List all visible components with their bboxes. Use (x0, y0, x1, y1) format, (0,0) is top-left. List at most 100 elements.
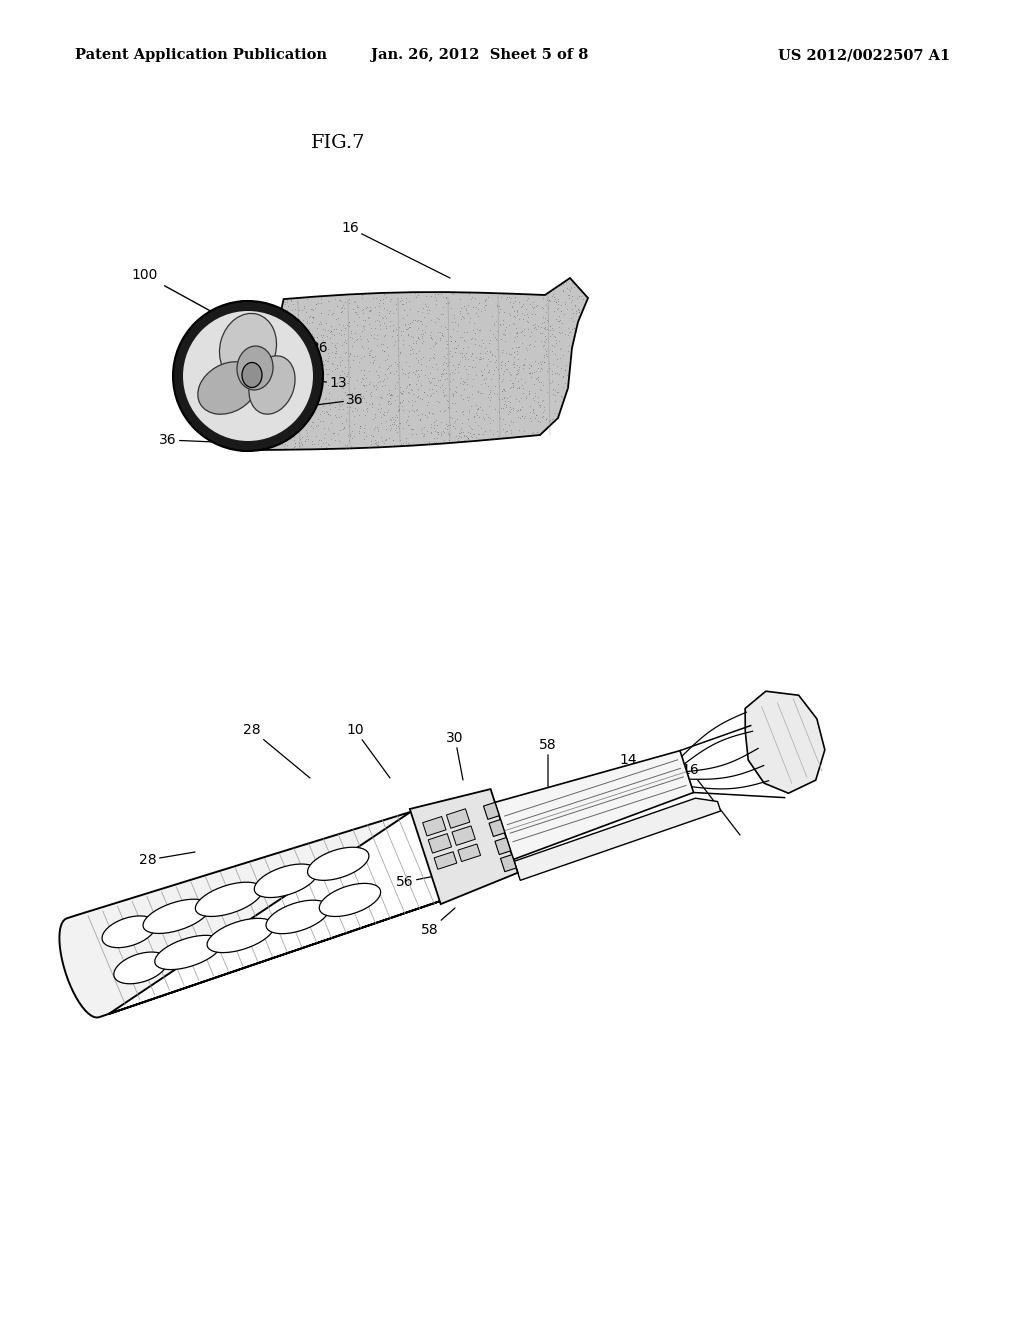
Point (506, 341, 522, 362)
Point (231, 341, 248, 362)
Point (489, 358, 506, 379)
Point (294, 300, 310, 321)
Point (507, 306, 523, 327)
Point (509, 321, 525, 342)
Point (321, 359, 337, 380)
Point (414, 326, 430, 347)
Point (537, 315, 553, 337)
Point (452, 289, 468, 310)
Point (348, 329, 365, 350)
Point (426, 375, 442, 396)
Point (371, 304, 387, 325)
Point (386, 434, 402, 455)
Point (216, 304, 232, 325)
Point (505, 293, 521, 314)
Point (300, 391, 316, 412)
Point (380, 393, 396, 414)
Point (459, 374, 475, 395)
Point (318, 401, 335, 422)
Point (417, 405, 433, 426)
Point (552, 401, 568, 422)
Point (425, 414, 441, 436)
Point (413, 323, 429, 345)
Point (364, 425, 380, 446)
Point (460, 408, 476, 429)
Point (324, 333, 340, 354)
Point (398, 430, 415, 451)
Point (403, 338, 420, 359)
Point (279, 368, 295, 389)
Point (355, 346, 372, 367)
Point (444, 385, 461, 407)
Point (274, 384, 291, 405)
Point (299, 313, 315, 334)
Point (484, 343, 501, 364)
Point (332, 289, 348, 310)
Point (436, 429, 453, 450)
Point (266, 405, 283, 426)
Point (400, 400, 417, 421)
Point (231, 330, 248, 351)
Point (420, 367, 436, 388)
Point (270, 370, 287, 391)
Point (279, 391, 295, 412)
Point (216, 417, 232, 438)
Polygon shape (446, 809, 470, 828)
Point (481, 362, 498, 383)
Point (389, 385, 406, 407)
Point (472, 348, 488, 370)
Point (484, 305, 501, 326)
Point (387, 414, 403, 436)
Point (281, 438, 297, 459)
Point (223, 430, 240, 451)
Point (356, 414, 373, 436)
Point (499, 359, 515, 380)
Point (381, 383, 397, 404)
Point (443, 330, 460, 351)
Point (548, 292, 564, 313)
Point (217, 417, 233, 438)
Point (551, 305, 567, 326)
Point (223, 327, 240, 348)
Point (506, 346, 522, 367)
Point (434, 325, 451, 346)
Point (295, 348, 311, 370)
Point (264, 352, 281, 374)
Point (380, 399, 396, 420)
Point (402, 343, 419, 364)
Point (368, 345, 384, 366)
Point (339, 391, 355, 412)
Point (515, 284, 531, 305)
Point (387, 407, 403, 428)
Point (554, 321, 570, 342)
Point (503, 411, 519, 432)
Point (528, 368, 545, 389)
Point (453, 426, 469, 447)
Point (340, 350, 356, 371)
Point (376, 401, 392, 422)
Point (230, 302, 247, 323)
Point (381, 391, 397, 412)
Point (444, 318, 461, 339)
Point (332, 351, 348, 372)
Point (478, 368, 495, 389)
Point (445, 363, 462, 384)
Point (416, 381, 432, 403)
Point (413, 310, 429, 331)
Point (391, 399, 408, 420)
Point (494, 388, 510, 409)
Point (569, 276, 586, 297)
Point (239, 337, 255, 358)
Point (281, 330, 297, 351)
Point (373, 397, 389, 418)
Point (241, 319, 257, 341)
Point (345, 350, 361, 371)
Point (338, 393, 354, 414)
Point (371, 310, 387, 331)
Point (398, 409, 415, 430)
Point (376, 341, 392, 362)
Point (482, 342, 499, 363)
Point (549, 348, 565, 370)
Point (306, 378, 323, 399)
Point (515, 318, 531, 339)
